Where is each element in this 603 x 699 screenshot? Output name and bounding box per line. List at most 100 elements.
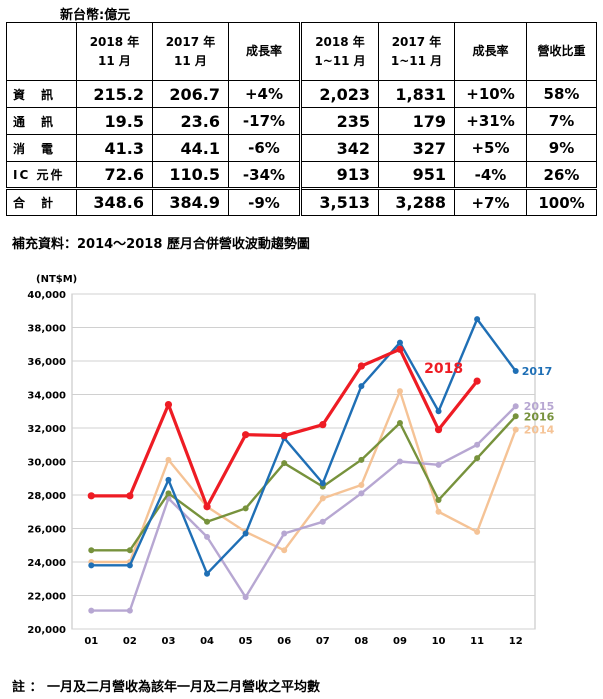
table-cell: -9% bbox=[228, 187, 301, 216]
x-tick-label: 09 bbox=[393, 636, 407, 647]
column-header: 2018 年 11 月 bbox=[76, 22, 153, 81]
data-point-2018 bbox=[357, 362, 365, 370]
row-label: IC 元件 bbox=[6, 161, 77, 189]
table-row: 資 訊 215.2 206.7 +4% 2,023 1,831 +10% 58% bbox=[6, 80, 597, 108]
data-point-2016 bbox=[242, 505, 249, 512]
table-row: IC 元件 72.6 110.5 -34% 913 951 -4% 26% bbox=[6, 161, 597, 189]
y-tick-label: 40,000 bbox=[27, 290, 66, 301]
data-point-2018 bbox=[242, 431, 250, 439]
data-point-2018 bbox=[396, 345, 404, 353]
series-label-2017: 2017 bbox=[522, 365, 553, 378]
data-point-2016 bbox=[358, 456, 365, 463]
data-point-2018 bbox=[126, 492, 134, 500]
column-header: 2017 年 11 月 bbox=[152, 22, 229, 81]
x-tick-label: 02 bbox=[123, 636, 137, 647]
series-label-2016: 2016 bbox=[524, 410, 555, 423]
data-point-2015 bbox=[435, 461, 442, 468]
table-cell: 26% bbox=[526, 161, 597, 189]
table-cell: 215.2 bbox=[76, 80, 153, 108]
data-point-2017 bbox=[512, 368, 519, 375]
data-point-2015 bbox=[204, 533, 211, 540]
column-header: 營收比重 bbox=[526, 22, 597, 81]
data-point-2018 bbox=[87, 492, 95, 500]
data-point-2015 bbox=[319, 518, 326, 525]
table-cell: 913 bbox=[299, 161, 379, 189]
chart-title: 補充資料：2014～2018 歷月合併營收波動趨勢圖 bbox=[12, 237, 310, 252]
data-point-2014 bbox=[165, 456, 172, 463]
table-cell: +5% bbox=[454, 134, 527, 162]
column-header: 2018 年 1~11 月 bbox=[299, 22, 379, 81]
data-point-2017 bbox=[126, 562, 133, 569]
column-header-line: 11 月 bbox=[98, 53, 131, 68]
y-tick-label: 38,000 bbox=[27, 324, 66, 335]
data-point-2015 bbox=[358, 490, 365, 497]
table-cell: 348.6 bbox=[76, 187, 153, 216]
column-header-line: 11 月 bbox=[174, 53, 207, 68]
table-cell: 23.6 bbox=[152, 107, 229, 135]
series-label-2014: 2014 bbox=[524, 424, 555, 437]
data-point-2014 bbox=[474, 528, 481, 535]
series-line-2014 bbox=[91, 389, 517, 564]
x-tick-label: 05 bbox=[239, 636, 253, 647]
data-point-2016 bbox=[204, 518, 211, 525]
table-cell: 72.6 bbox=[76, 161, 153, 189]
column-header-line: 2017 年 bbox=[165, 34, 216, 49]
table-cell: 179 bbox=[378, 107, 455, 135]
column-header-line: 2018 年 bbox=[89, 34, 140, 49]
y-tick-label: 30,000 bbox=[27, 458, 66, 469]
series-line-2015 bbox=[91, 405, 517, 612]
data-point-2017 bbox=[435, 408, 442, 415]
revenue-table: 2018 年 11 月 2017 年 11 月成長率 2018 年 1~11 月 2017 … bbox=[6, 22, 597, 216]
column-header bbox=[6, 22, 77, 81]
x-tick-label: 07 bbox=[316, 636, 330, 647]
unit-note: 新台幣:億元 bbox=[60, 8, 131, 23]
table-cell: -17% bbox=[228, 107, 301, 135]
table-cell: 58% bbox=[526, 80, 597, 108]
y-tick-label: 36,000 bbox=[27, 357, 66, 368]
table-total-row: 合 計 348.6 384.9 -9% 3,513 3,288 +7% 100% bbox=[6, 187, 597, 216]
column-header-line: 成長率 bbox=[472, 44, 509, 58]
data-point-2017 bbox=[474, 316, 481, 323]
table-cell: 206.7 bbox=[152, 80, 229, 108]
table-cell: 3,513 bbox=[299, 187, 379, 216]
column-header-line: 2018 年 bbox=[315, 34, 365, 49]
table-cell: 327 bbox=[378, 134, 455, 162]
table-cell: 951 bbox=[378, 161, 455, 189]
x-tick-label: 08 bbox=[354, 636, 368, 647]
data-point-2017 bbox=[204, 570, 211, 577]
data-point-2014 bbox=[512, 426, 519, 433]
data-point-2014 bbox=[435, 508, 442, 515]
data-point-2017 bbox=[242, 530, 249, 537]
table-header-row: 2018 年 11 月 2017 年 11 月成長率 2018 年 1~11 月 2017 … bbox=[6, 22, 597, 81]
column-header-line: 1~11 月 bbox=[390, 53, 443, 68]
y-tick-label: 24,000 bbox=[27, 558, 66, 569]
series-label-2015: 2015 bbox=[524, 400, 555, 413]
table-cell: +10% bbox=[454, 80, 527, 108]
data-point-2015 bbox=[474, 441, 481, 448]
x-tick-label: 03 bbox=[161, 636, 175, 647]
y-tick-label: 26,000 bbox=[27, 525, 66, 536]
data-point-2014 bbox=[396, 388, 403, 395]
series-line-2017 bbox=[91, 317, 517, 575]
data-point-2015 bbox=[396, 458, 403, 465]
column-header-line: 2017 年 bbox=[391, 34, 442, 49]
data-point-2014 bbox=[281, 547, 288, 554]
data-point-2014 bbox=[319, 495, 326, 502]
table-row: 消 電 41.3 44.1 -6% 342 327 +5% 9% bbox=[6, 134, 597, 162]
series-line-2016 bbox=[91, 415, 517, 552]
table-cell: 235 bbox=[299, 107, 379, 135]
table-cell: 110.5 bbox=[152, 161, 229, 189]
data-point-2016 bbox=[474, 455, 481, 462]
table-cell: 44.1 bbox=[152, 134, 229, 162]
revenue-trend-chart: 20,000 22,000 24,000 26,000 28,000 30,000 32,0… bbox=[27, 274, 555, 647]
data-point-2015 bbox=[512, 403, 519, 410]
data-point-2014 bbox=[358, 481, 365, 488]
table-cell: +7% bbox=[454, 187, 527, 216]
table-cell: 1,831 bbox=[378, 80, 455, 108]
table-body: 資 訊 215.2 206.7 +4% 2,023 1,831 +10% 58% 通 訊 19.5… bbox=[6, 80, 597, 216]
y-tick-label: 20,000 bbox=[27, 625, 66, 636]
data-point-2017 bbox=[88, 562, 95, 569]
data-point-2018 bbox=[434, 426, 443, 434]
table-cell: 7% bbox=[526, 107, 597, 135]
data-point-2018 bbox=[280, 431, 288, 440]
